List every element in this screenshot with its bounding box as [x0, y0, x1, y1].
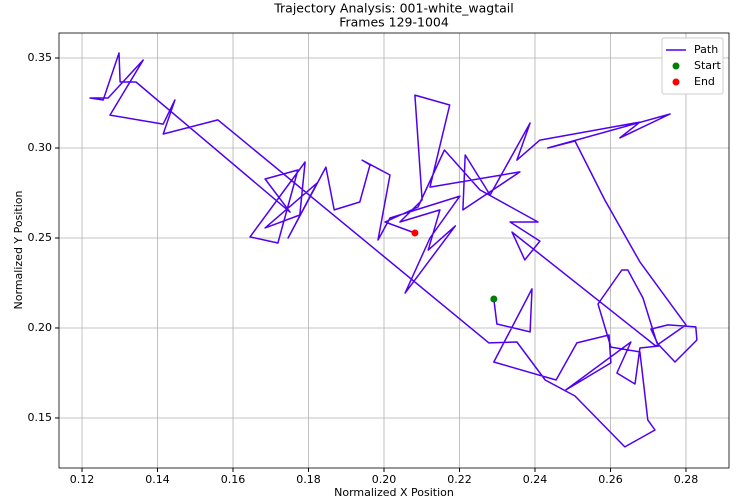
chart-title: Trajectory Analysis: 001-white_wagtail: [273, 1, 514, 16]
y-tick-label: 0.15: [28, 411, 53, 424]
plot-frame: [58, 32, 730, 469]
legend-label: Path: [694, 43, 718, 56]
x-tick-label: 0.16: [221, 473, 246, 486]
y-tick-label: 0.35: [28, 51, 53, 64]
y-axis-label: Normalized Y Position: [12, 191, 25, 310]
legend: Path Start End: [661, 37, 724, 95]
legend-marker: [672, 78, 680, 86]
y-tick-label: 0.25: [28, 231, 53, 244]
legend-marker: [672, 62, 680, 70]
x-tick-label: 0.18: [296, 473, 321, 486]
chart-subtitle: Frames 129-1004: [339, 15, 449, 30]
x-tick-label: 0.22: [447, 473, 472, 486]
x-tick-label: 0.24: [523, 473, 548, 486]
legend-label: Start: [694, 59, 722, 72]
x-tick-label: 0.12: [70, 473, 95, 486]
x-tick-label: 0.26: [598, 473, 623, 486]
y-tick-label: 0.30: [28, 141, 53, 154]
x-tick-label: 0.14: [145, 473, 170, 486]
trajectory-line: [89, 52, 698, 448]
x-tick-label: 0.20: [372, 473, 397, 486]
point-marker: [411, 229, 419, 237]
legend-label: End: [694, 75, 715, 88]
point-marker: [490, 295, 498, 303]
x-axis-label: Normalized X Position: [334, 486, 454, 499]
x-tick-label: 0.28: [674, 473, 699, 486]
y-tick-label: 0.20: [28, 321, 53, 334]
